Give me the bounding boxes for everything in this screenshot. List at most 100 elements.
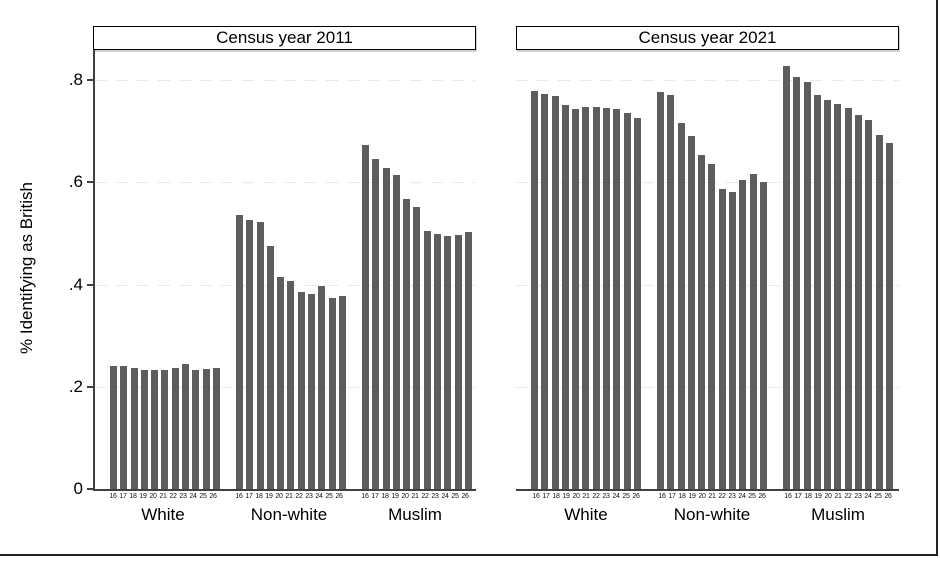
age-label: 18: [255, 493, 263, 500]
age-label: 26: [632, 493, 640, 500]
age-label: 20: [572, 493, 580, 500]
bar-groups: [516, 50, 899, 489]
gridline: [516, 285, 899, 286]
bar: [236, 215, 243, 489]
age-label: 21: [411, 493, 419, 500]
age-labels: 16 17 18 19 20 21 22 23 24 25 26: [657, 493, 767, 500]
gridline: [516, 80, 899, 81]
age-label: 20: [275, 493, 283, 500]
y-tick-mark: [87, 284, 93, 286]
bar: [855, 115, 863, 489]
plot-area: [93, 50, 476, 491]
bar: [875, 135, 883, 489]
bar: [266, 246, 274, 489]
group-label: Non-white: [250, 505, 328, 524]
age-label: 22: [169, 493, 177, 500]
group-labels: 16 17 18 19 20 21 22 23 24 25 26 White: [531, 493, 641, 525]
bar: [192, 370, 200, 489]
age-label: 17: [119, 493, 127, 500]
age-label: 25: [199, 493, 207, 500]
group-labels: 16 17 18 19 20 21 22 23 24 25 26 Non-white: [657, 493, 767, 525]
bar: [698, 155, 706, 489]
bar: [844, 108, 852, 489]
panel-title: Census year 2021: [516, 26, 899, 50]
bar: [362, 145, 369, 489]
bar: [749, 174, 757, 489]
x-axis-labels: 16 17 18 19 20 21 22 23 24 25 26 White 16 17 18 19 20 21 2…: [516, 493, 914, 525]
bar-group-muslim: [783, 50, 893, 489]
bar: [531, 91, 538, 489]
y-tick-mark: [87, 79, 93, 81]
age-label: 26: [884, 493, 892, 500]
bar: [834, 104, 842, 489]
y-tick-label: .8: [68, 70, 83, 89]
age-label: 24: [864, 493, 872, 500]
bar: [454, 235, 462, 489]
bar-group-muslim: [362, 50, 472, 489]
gridline: [516, 182, 899, 183]
age-label: 18: [804, 493, 812, 500]
bar: [372, 159, 380, 489]
bar: [434, 234, 442, 489]
group-label: White: [564, 505, 608, 524]
bar: [739, 180, 747, 489]
age-label: 26: [461, 493, 469, 500]
age-label: 24: [612, 493, 620, 500]
bar-group-white: [531, 50, 641, 489]
age-label: 16: [109, 493, 117, 500]
age-label: 21: [834, 493, 842, 500]
bar: [813, 95, 821, 489]
y-tick-mark: [87, 488, 93, 490]
age-label: 22: [592, 493, 600, 500]
age-label: 18: [381, 493, 389, 500]
age-labels: 16 17 18 19 20 21 22 23 24 25 26: [531, 493, 641, 500]
bar: [803, 82, 811, 489]
bar: [613, 109, 621, 489]
bar: [444, 236, 452, 489]
age-label: 18: [678, 493, 686, 500]
y-tick-mark: [87, 386, 93, 388]
bar: [729, 192, 737, 489]
bar: [464, 232, 472, 489]
age-label: 25: [874, 493, 882, 500]
bar: [572, 109, 580, 489]
age-label: 24: [315, 493, 323, 500]
age-label: 20: [401, 493, 409, 500]
group-labels: 16 17 18 19 20 21 22 23 24 25 26 Muslim: [360, 493, 470, 525]
age-label: 25: [622, 493, 630, 500]
bar-groups: [95, 50, 476, 489]
bar: [120, 366, 128, 489]
age-label: 17: [542, 493, 550, 500]
age-label: 17: [371, 493, 379, 500]
bar: [718, 189, 726, 489]
age-label: 16: [658, 493, 666, 500]
panel-census-year-2021: Census year 2021 16 17 18 19 20 21 22 23 24 25 26 Wh…: [516, 26, 899, 556]
y-tick-label: 0: [73, 479, 83, 498]
x-axis-labels: 16 17 18 19 20 21 22 23 24 25 26 White 16 17 18 19 20 21 2…: [93, 493, 491, 525]
age-label: 16: [361, 493, 369, 500]
age-label: 20: [824, 493, 832, 500]
bar: [708, 164, 716, 489]
bar: [423, 231, 431, 489]
bar: [561, 105, 569, 489]
gridline: [95, 80, 476, 81]
age-label: 26: [758, 493, 766, 500]
age-label: 23: [854, 493, 862, 500]
bar: [885, 143, 893, 489]
bar: [541, 94, 549, 489]
age-label: 21: [159, 493, 167, 500]
age-label: 21: [582, 493, 590, 500]
bar: [657, 92, 664, 489]
gridline: [95, 182, 476, 183]
bar-group-non-white: [657, 50, 767, 489]
age-label: 17: [668, 493, 676, 500]
bar: [667, 95, 675, 489]
group-label: Muslim: [388, 505, 442, 524]
bar: [212, 368, 220, 489]
age-label: 18: [552, 493, 560, 500]
group-labels: 16 17 18 19 20 21 22 23 24 25 26 Non-white: [234, 493, 344, 525]
age-label: 22: [421, 493, 429, 500]
bar: [161, 370, 169, 489]
age-label: 23: [179, 493, 187, 500]
